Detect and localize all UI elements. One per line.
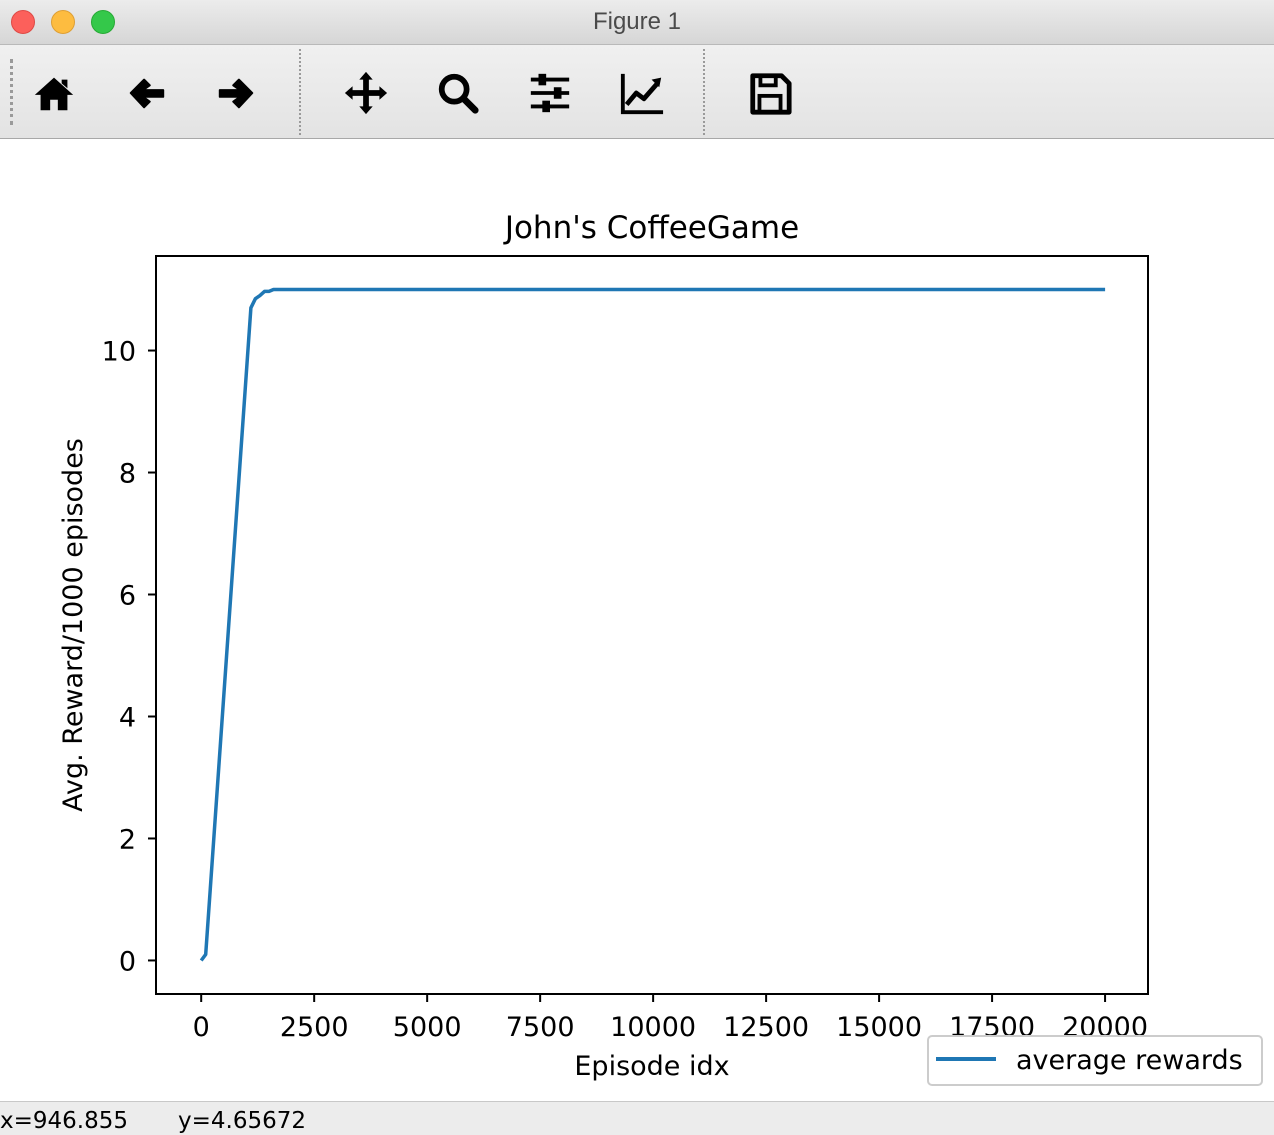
navigation-toolbar	[0, 45, 1274, 139]
zoom-window-button[interactable]	[91, 10, 115, 34]
edit-axis-button[interactable]	[616, 67, 668, 119]
magnifier-icon	[438, 73, 479, 114]
close-window-button[interactable]	[11, 10, 35, 34]
move-arrows-icon	[344, 71, 388, 115]
window-title: Figure 1	[592, 8, 682, 35]
x-tick-label: 7500	[506, 1012, 575, 1043]
minimize-window-button[interactable]	[51, 10, 75, 34]
back-button[interactable]	[120, 67, 172, 119]
arrow-right-icon	[218, 78, 254, 109]
forward-button[interactable]	[211, 67, 263, 119]
home-icon	[34, 77, 74, 111]
toolbar-grip[interactable]	[10, 59, 13, 125]
status-bar: x=946.855 y=4.65672	[0, 1101, 1274, 1135]
x-tick-label: 5000	[393, 1012, 462, 1043]
cursor-y-readout: y=4.65672	[178, 1108, 306, 1134]
line-chart-icon	[620, 73, 664, 115]
y-tick-label: 6	[119, 581, 136, 612]
figure-canvas[interactable]: John's CoffeeGame 0 2500 5000 7500 10000 1250…	[0, 139, 1274, 1101]
x-axis-label: Episode idx	[574, 1051, 729, 1082]
subplots-button[interactable]	[524, 67, 576, 119]
pan-button[interactable]	[340, 67, 392, 119]
x-tick-label: 0	[193, 1012, 210, 1043]
legend: average rewards	[927, 1035, 1263, 1086]
y-axis-ticks: 0 2 4 6 8 10	[102, 337, 156, 977]
legend-label: average rewards	[1016, 1045, 1243, 1076]
toolbar-separator	[703, 49, 705, 135]
zoom-button[interactable]	[432, 67, 484, 119]
series-layer	[199, 287, 1106, 962]
arrow-left-icon	[129, 78, 165, 109]
series-line	[199, 287, 1106, 962]
window-titlebar: Figure 1	[0, 0, 1274, 45]
plot-frame	[155, 255, 1149, 995]
x-tick-label: 12500	[723, 1012, 809, 1043]
save-button[interactable]	[744, 67, 796, 119]
x-tick-label: 15000	[836, 1012, 922, 1043]
line-chart[interactable]: John's CoffeeGame 0 2500 5000 7500 10000 1250…	[0, 139, 1274, 1101]
y-axis-label: Avg. Reward/1000 episodes	[58, 438, 89, 812]
cursor-x-readout: x=946.855	[0, 1108, 128, 1134]
y-tick-label: 4	[119, 702, 136, 733]
x-tick-label: 10000	[610, 1012, 696, 1043]
chart-title: John's CoffeeGame	[503, 210, 799, 246]
home-button[interactable]	[28, 67, 80, 119]
floppy-disk-icon	[750, 73, 792, 115]
y-tick-label: 10	[102, 337, 136, 368]
x-tick-label: 2500	[280, 1012, 349, 1043]
sliders-icon	[530, 73, 570, 113]
y-tick-label: 0	[119, 946, 136, 977]
y-tick-label: 2	[119, 824, 136, 855]
legend-frame	[927, 1035, 1263, 1086]
y-tick-label: 8	[119, 459, 136, 490]
toolbar-separator	[299, 49, 301, 135]
